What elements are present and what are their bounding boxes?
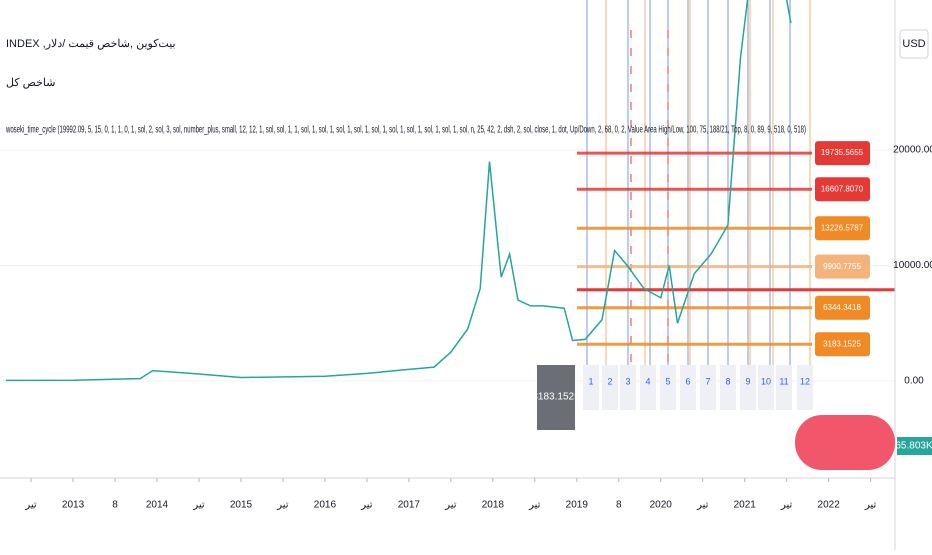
cycle-box: [700, 365, 716, 410]
level-label: 6344.3418: [823, 303, 861, 312]
x-tick-label: 8: [616, 500, 622, 511]
series: [5, 0, 792, 382]
cycle-box: [640, 365, 656, 410]
level-label-box: [815, 177, 870, 202]
price-line: [5, 0, 792, 382]
y-tick-label: 10000.00: [893, 260, 932, 271]
cycle-box: [740, 365, 756, 410]
x-tick-label: 2020: [650, 500, 673, 511]
level-label-box: [815, 254, 870, 279]
pill: [795, 415, 895, 470]
volume-label-box: [897, 437, 932, 455]
cycle-box: [776, 365, 792, 410]
x-tick-label: 2022: [818, 500, 841, 511]
currency-box[interactable]: [899, 29, 929, 59]
y-tick-label: 0.00: [904, 376, 924, 387]
x-tick-label: تیر: [192, 500, 205, 511]
cycle-box: [602, 365, 618, 410]
cycle-box: [620, 365, 636, 410]
level-label-box: [815, 332, 870, 357]
x-tick-label: 2015: [230, 500, 253, 511]
cycle-label: 11: [779, 376, 788, 386]
x-tick-label: 2021: [734, 500, 757, 511]
x-tick-label: 8: [112, 500, 118, 511]
cycle-label: 9: [745, 376, 750, 386]
x-tick-label: 2016: [314, 500, 337, 511]
cycle-label: 8: [725, 376, 730, 386]
x-tick-label: 2017: [398, 500, 421, 511]
cycle-label: 3: [625, 376, 630, 386]
x-tick-label: تیر: [444, 500, 457, 511]
x-tick-label: تیر: [696, 500, 709, 511]
volume-label: 65.803K: [895, 441, 932, 452]
cycle-label: 2: [607, 376, 612, 386]
cycle-label: 1: [588, 376, 593, 386]
x-tick-label: 2014: [146, 500, 169, 511]
price-label-box: [537, 365, 575, 430]
x-tick-label: 2018: [482, 500, 505, 511]
level-label: 19735.5655: [821, 148, 864, 157]
y-tick-label: 20000.00: [893, 145, 932, 156]
cycle-label: 12: [800, 376, 810, 386]
indicator-params: woseki_time_cycle (19992.09, 5, 15, 0, 1…: [5, 125, 806, 136]
x-tick-label: تیر: [24, 500, 37, 511]
price-label: 3183.1525: [532, 392, 580, 403]
cycle-box: [660, 365, 676, 410]
x-tick-label: تیر: [780, 500, 793, 511]
cycle-label: 4: [645, 376, 650, 386]
x-tick-label: تیر: [360, 500, 373, 511]
level-label: 16607.8070: [821, 184, 864, 193]
cycle-box: [680, 365, 696, 410]
level-label: 3183.1525: [823, 339, 861, 348]
level-label: 13226.5787: [821, 223, 864, 232]
level-label-box: [815, 295, 870, 320]
x-tick-label: تیر: [276, 500, 289, 511]
cycle-box: [758, 365, 774, 410]
overlay: [577, 0, 895, 400]
cycle-box: [583, 365, 599, 410]
symbol-title: INDEX ,بیت‌کوین ,شاخص قیمت /دلار: [6, 38, 176, 50]
x-tick-label: 2013: [62, 500, 85, 511]
subtitle: شاخص کل: [6, 77, 55, 89]
level-label-box: [815, 216, 870, 241]
x-tick-label: تیر: [528, 500, 541, 511]
x-tick-label: تیر: [864, 500, 877, 511]
cycle-label: 10: [761, 376, 771, 386]
cycle-label: 7: [705, 376, 710, 386]
cycle-box: [720, 365, 736, 410]
cycle-label: 6: [685, 376, 690, 386]
currency[interactable]: USD: [902, 38, 925, 50]
cycle-box: [797, 365, 813, 410]
level-label: 9900.7755: [823, 262, 861, 271]
cycle-label: 5: [665, 376, 670, 386]
level-label-box: [815, 141, 870, 166]
x-tick-label: 2019: [566, 500, 589, 511]
